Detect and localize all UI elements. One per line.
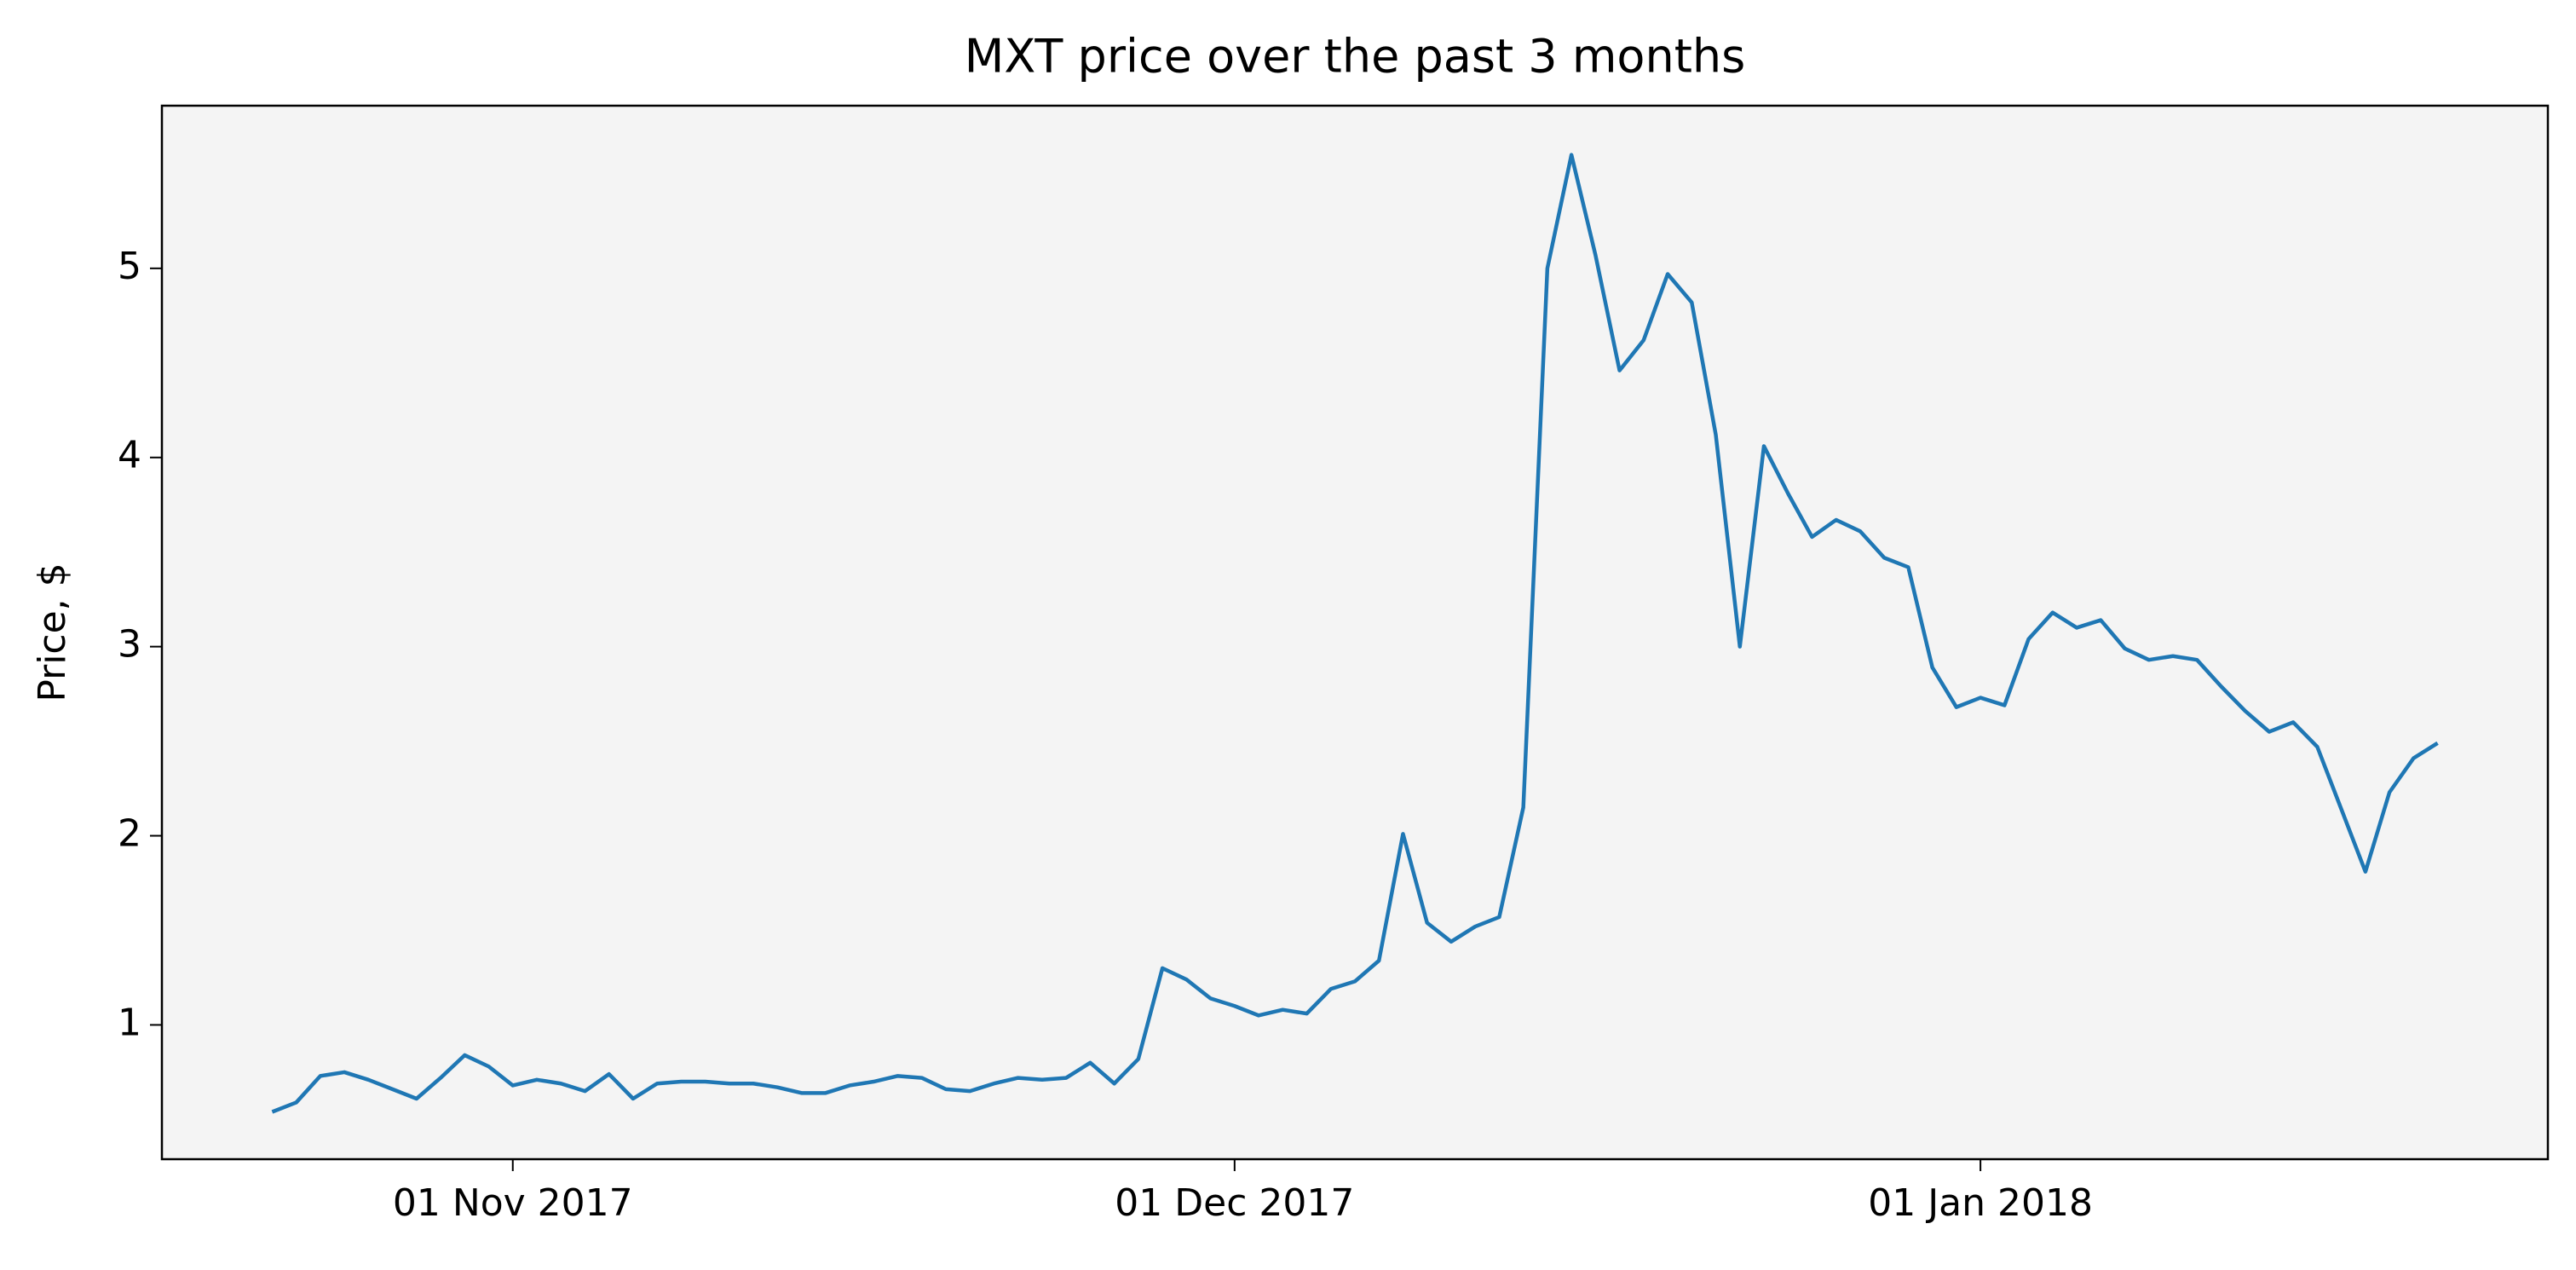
y-axis-label: Price, $ [31, 563, 74, 701]
x-tick-label: 01 Dec 2017 [1115, 1181, 1354, 1225]
plot-area [162, 106, 2548, 1159]
y-tick-label: 2 [118, 812, 141, 856]
x-tick-label: 01 Jan 2018 [1868, 1181, 2093, 1225]
plot-frame [160, 104, 2550, 1161]
y-tick-label: 5 [118, 245, 141, 288]
chart-title: MXT price over the past 3 months [965, 30, 1745, 84]
y-tick-label: 4 [118, 434, 141, 477]
y-tick-label: 1 [118, 1001, 141, 1044]
price-line [271, 153, 2439, 1114]
y-tick-label: 3 [118, 623, 141, 667]
x-tick-label: 01 Nov 2017 [393, 1181, 633, 1225]
